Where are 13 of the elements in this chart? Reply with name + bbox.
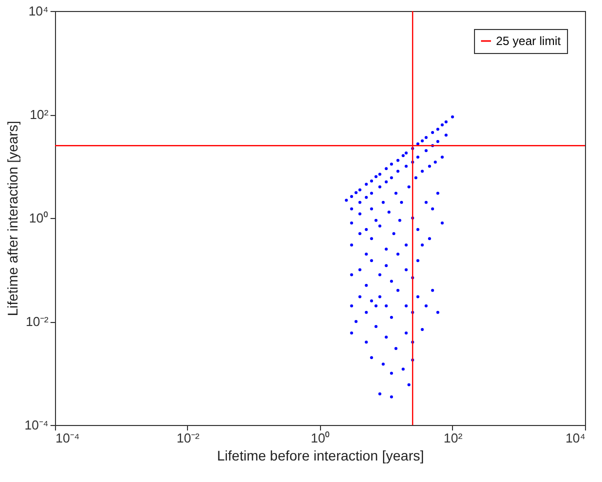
x-tick-label: 10²	[444, 430, 464, 446]
y-tick-label: 10²	[30, 107, 50, 122]
x-tick-label: 10⁻²	[176, 430, 200, 446]
legend-label: 25 year limit	[496, 34, 562, 48]
x-tick-label: 10⁰	[310, 430, 330, 446]
y-axis-title: Lifetime after interaction [years]	[4, 120, 20, 316]
y-tick-label: 10⁻²	[26, 314, 50, 329]
x-tick-label: 10⁴	[565, 430, 586, 446]
x-axis-title: Lifetime before interaction [years]	[217, 448, 424, 464]
y-tick-label: 10⁴	[28, 4, 48, 18]
y-tick-label: 10⁰	[29, 210, 48, 226]
x-tick-label: 10⁻⁴	[56, 430, 80, 446]
y-tick-label: 10⁻⁴	[24, 418, 48, 432]
